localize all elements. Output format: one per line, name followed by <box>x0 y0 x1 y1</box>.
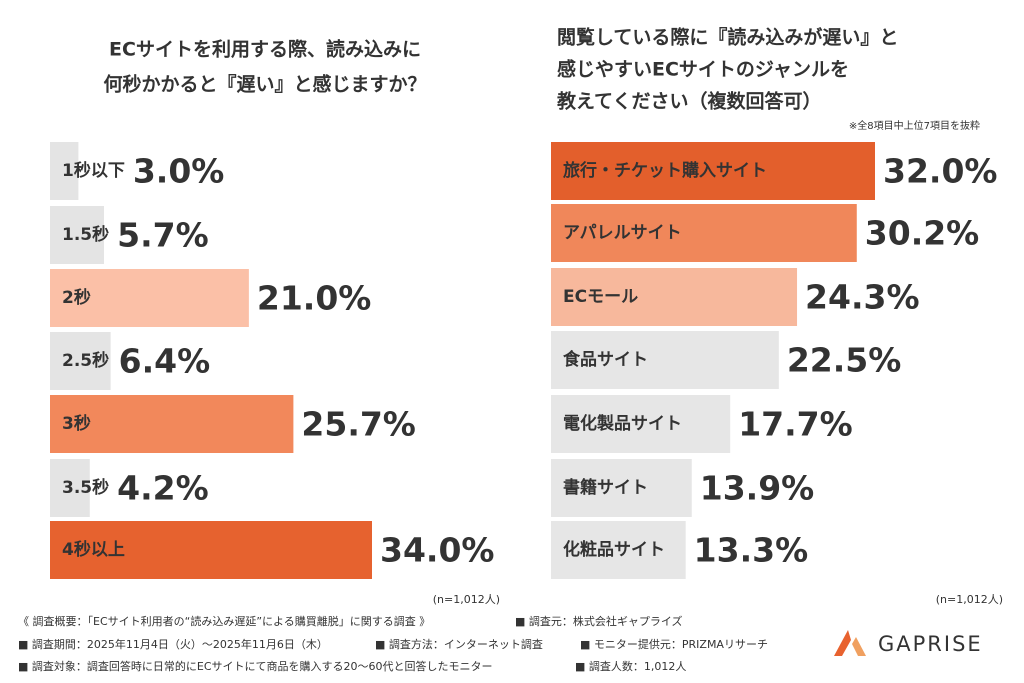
category-label: 旅行・チケット購入サイト <box>563 160 767 181</box>
value-label: 25.7% <box>301 405 416 444</box>
category-label: アパレルサイト <box>563 223 682 243</box>
footer-note: ■ 調査期間：2025年11月4日（火）～2025年11月6日（木） <box>18 637 328 651</box>
value-label: 13.3% <box>694 531 809 570</box>
category-label: 化粧品サイト <box>563 539 665 560</box>
bar <box>551 395 731 453</box>
bar <box>50 521 372 579</box>
value-label: 21.0% <box>257 279 372 318</box>
bar <box>50 269 249 327</box>
footer-note: ■ 調査方法：インターネット調査 <box>375 637 543 651</box>
category-label: 3.5秒 <box>62 477 109 498</box>
chart-title: 感じやすいECサイトのジャンルを <box>557 58 849 81</box>
footer-note: ■ 調査人数：1,012人 <box>575 659 686 673</box>
value-label: 17.7% <box>738 405 853 444</box>
value-label: 3.0% <box>133 152 225 191</box>
value-label: 24.3% <box>805 278 920 317</box>
footer-note: 《 調査概要：「ECサイト利用者の“読み込み遅延”による購買離脱」に関する調査 … <box>18 614 430 628</box>
brand-name: GAPRISE <box>878 632 983 656</box>
sample-note: (n=1,012人) <box>936 593 1003 606</box>
category-label: 2秒 <box>62 287 91 308</box>
category-label: ECモール <box>563 287 638 307</box>
category-label: 電化製品サイト <box>563 413 682 434</box>
category-label: 2.5秒 <box>62 350 109 371</box>
bar <box>50 395 294 453</box>
bar <box>551 521 686 579</box>
chart-title: 教えてください（複数回答可） <box>557 90 821 113</box>
chart-title: 閲覧している際に『読み込みが遅い』と <box>557 26 898 49</box>
footer-note: ■ 調査対象：調査回答時に日常的にECサイトにて商品を購入する20～60代と回答… <box>18 659 493 673</box>
bar <box>551 268 798 326</box>
category-label: 1.5秒 <box>62 224 109 245</box>
bar <box>50 142 79 200</box>
bar <box>50 206 104 264</box>
category-label: 書籍サイト <box>563 477 648 498</box>
bar <box>551 142 875 200</box>
chart-title: ECサイトを利用する際、読み込みに <box>109 38 421 61</box>
logo: GAPRISE <box>834 630 983 656</box>
logo-mark <box>834 630 851 656</box>
value-label: 32.0% <box>883 152 998 191</box>
chart-title: 何秒かかると『遅い』と感じますか？ <box>103 73 426 96</box>
footer-note: ■ モニター提供元：PRIZMAリサーチ <box>580 637 768 651</box>
bar <box>50 459 90 517</box>
category-label: 3秒 <box>62 413 91 434</box>
value-label: 30.2% <box>865 214 980 253</box>
logo-mark <box>852 637 866 656</box>
chart-subnote: ※全8項目中上位7項目を抜粋 <box>849 119 980 132</box>
value-label: 4.2% <box>117 469 209 508</box>
category-label: 1秒以下 <box>62 160 125 181</box>
bar <box>551 204 857 262</box>
category-label: 食品サイト <box>563 349 648 370</box>
category-label: 4秒以上 <box>62 539 125 560</box>
value-label: 22.5% <box>787 341 902 380</box>
value-label: 34.0% <box>380 531 495 570</box>
bar <box>50 332 111 390</box>
value-label: 5.7% <box>117 216 209 255</box>
bar <box>551 331 779 389</box>
footer-note: ■ 調査元：株式会社ギャプライズ <box>515 614 683 628</box>
value-label: 13.9% <box>700 469 815 508</box>
sample-note: (n=1,012人) <box>433 593 500 606</box>
bar <box>551 459 692 517</box>
value-label: 6.4% <box>119 342 211 381</box>
